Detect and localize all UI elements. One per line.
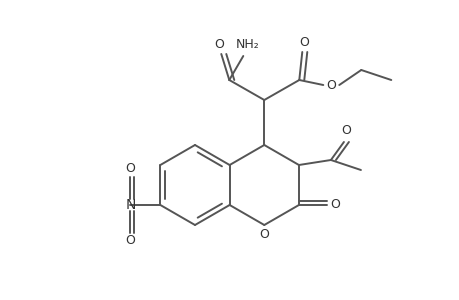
Text: O: O: [329, 199, 339, 212]
Text: O: O: [259, 229, 269, 242]
Text: O: O: [125, 163, 135, 176]
Text: O: O: [299, 35, 308, 49]
Text: N: N: [125, 198, 135, 212]
Text: O: O: [214, 38, 224, 50]
Text: O: O: [125, 235, 135, 248]
Text: O: O: [340, 124, 350, 136]
Text: O: O: [325, 79, 336, 92]
Text: NH₂: NH₂: [235, 38, 258, 50]
